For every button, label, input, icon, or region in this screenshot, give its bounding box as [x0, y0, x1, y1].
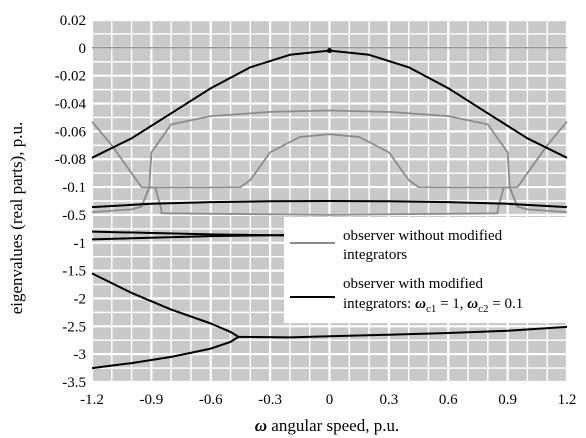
- y-tick-label: -2.5: [62, 319, 86, 335]
- y-tick-label: -0.08: [55, 152, 86, 168]
- y-tick-label: -2: [74, 291, 87, 307]
- legend-box: [284, 217, 569, 323]
- series-gray-inner: [91, 133, 568, 213]
- peak-marker: [327, 48, 332, 54]
- series-black-mid: [91, 200, 568, 209]
- y-tick-label: 0: [79, 41, 87, 57]
- y-tick-labels: 0.02 0 -0.02 -0.04 -0.06 -0.08 -0.1 -0.5 -1 -1.5 -…: [55, 13, 87, 391]
- y-tick-label: -1: [74, 236, 87, 252]
- x-tick-label: 1.2: [558, 392, 577, 408]
- legend: observer without modified integrators ob…: [284, 217, 569, 323]
- x-tick-label: 0.9: [498, 392, 517, 408]
- series-black-right: [238, 325, 568, 339]
- x-tick-label: -0.6: [199, 392, 223, 408]
- x-tick-label: 0: [326, 392, 334, 408]
- x-tick-label: -0.3: [258, 392, 282, 408]
- x-tick-label: -1.2: [80, 392, 104, 408]
- x-tick-label: 0.3: [380, 392, 399, 408]
- y-tick-label: -0.5: [62, 208, 86, 224]
- legend-entry-1-line2: integrators: [343, 247, 407, 263]
- y-tick-label: -3.5: [62, 375, 86, 391]
- series-gray-outer: [91, 121, 568, 216]
- x-axis-title: ω angular speed, p.u.: [255, 416, 399, 435]
- y-axis-title: eigenvalues (real parts), p.u.: [7, 122, 26, 315]
- y-tick-label: -1.5: [62, 264, 86, 280]
- y-tick-label: -0.1: [62, 180, 86, 196]
- legend-entry-1-line1: observer without modified: [343, 228, 503, 244]
- y-tick-label: -0.04: [55, 97, 87, 113]
- x-tick-label: -0.9: [140, 392, 164, 408]
- x-tick-label: 0.6: [439, 392, 458, 408]
- y-tick-label: -0.06: [55, 124, 87, 140]
- legend-entry-2-line1: observer with modified: [343, 276, 483, 292]
- y-tick-label: -3: [74, 347, 87, 363]
- legend-entry-2-line2: integrators: ωc1 = 1, ωc2 = 0.1: [343, 296, 523, 315]
- x-tick-labels: -1.2 -0.9 -0.6 -0.3 0 0.3 0.6 0.9 1.2: [80, 392, 576, 408]
- series-layer: [91, 48, 568, 370]
- y-tick-label: -0.02: [55, 69, 86, 85]
- series-gray-upper: [148, 109, 511, 188]
- y-tick-label: 0.02: [60, 13, 86, 29]
